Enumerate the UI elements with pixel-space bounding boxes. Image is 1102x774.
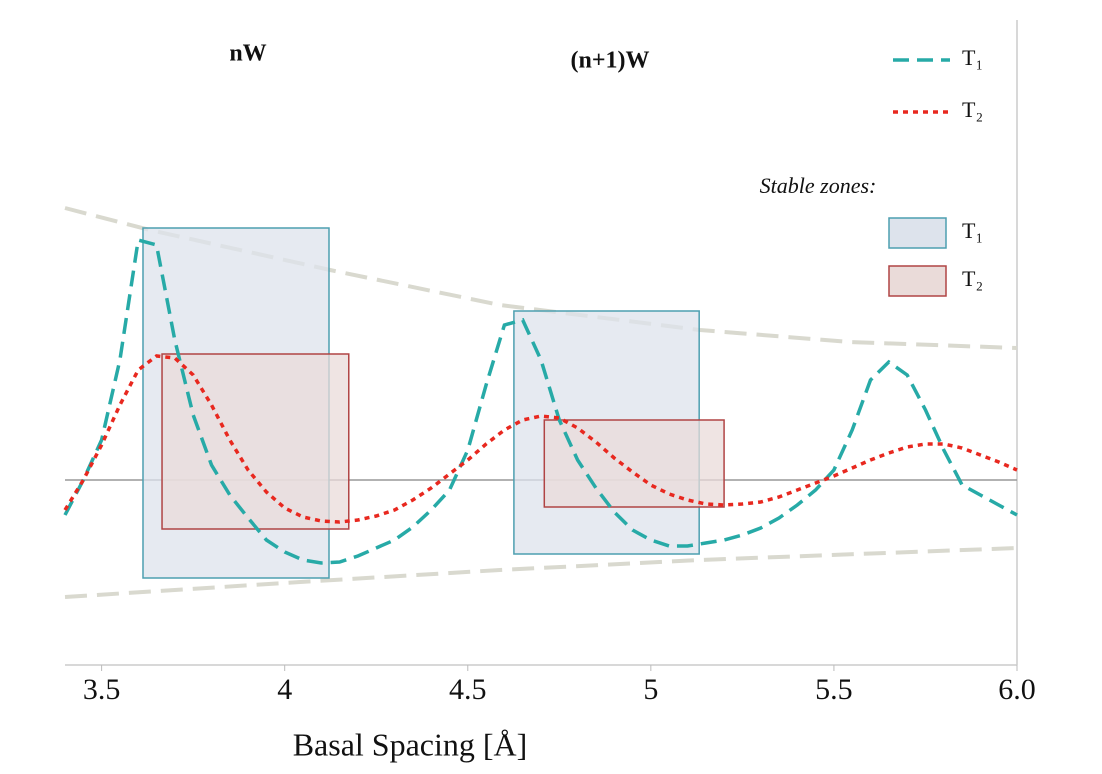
legend-label: T₁ — [962, 45, 983, 70]
x-tick-label: 5 — [643, 673, 658, 706]
envelope-line — [64, 546, 1018, 599]
legend-label: T₂ — [962, 266, 983, 291]
zones-title: Stable zones: — [760, 173, 877, 198]
stable-zone — [543, 419, 725, 508]
legend-label: T₂ — [962, 97, 983, 122]
x-tick-label: 4.5 — [449, 673, 487, 706]
legend-swatch — [888, 265, 947, 297]
annotation: nW — [229, 41, 266, 67]
x-axis-label: Basal Spacing [Å] — [293, 726, 528, 762]
x-tick-label: 4 — [277, 673, 292, 706]
legend-label: T₁ — [962, 218, 983, 243]
curve — [63, 237, 1018, 565]
stable-zone — [161, 353, 350, 530]
x-tick-label: 6.0 — [998, 673, 1036, 706]
legend-swatch — [888, 217, 947, 249]
x-tick-label: 5.5 — [815, 673, 853, 706]
x-tick-label: 3.5 — [83, 673, 121, 706]
annotation: (n+1)W — [570, 48, 649, 74]
